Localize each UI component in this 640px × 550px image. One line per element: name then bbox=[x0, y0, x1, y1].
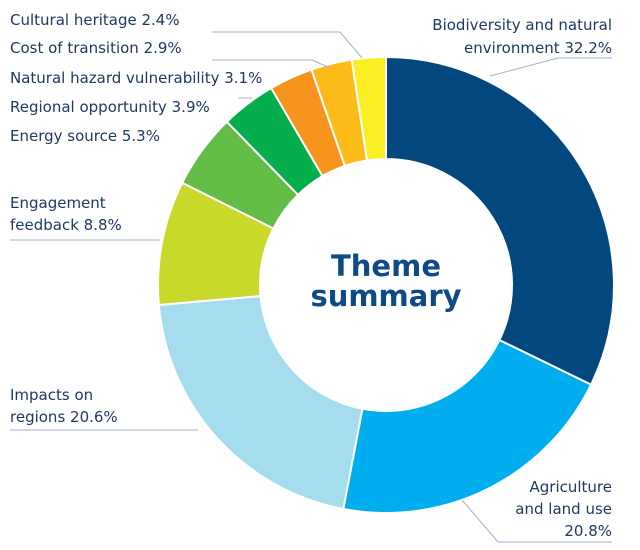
slice-label: Cost of transition 2.9% bbox=[10, 39, 182, 57]
slice-label-line: Biodiversity and natural bbox=[432, 16, 612, 34]
center-label-line-2: summary bbox=[310, 279, 461, 313]
leader-line bbox=[461, 499, 612, 543]
slice-label: Engagement feedback 8.8% bbox=[10, 194, 122, 234]
slice-label: Natural hazard vulnerability 3.1% bbox=[10, 69, 262, 87]
slice-cultural-heritage bbox=[350, 55, 387, 162]
slice-label-line: Engagement bbox=[10, 194, 106, 212]
slice-label-line: Agriculture bbox=[530, 478, 613, 496]
slice-label-line: Cultural heritage 2.4% bbox=[10, 11, 180, 29]
slice-label-line: 20.8% bbox=[564, 522, 612, 540]
slice-label: Cultural heritage 2.4% bbox=[10, 11, 180, 29]
slice-label-line: Impacts on bbox=[10, 386, 93, 404]
slice-label-line: Regional opportunity 3.9% bbox=[10, 98, 210, 116]
center-label-line-1: Theme bbox=[331, 249, 441, 283]
slice-label-line: Cost of transition 2.9% bbox=[10, 39, 182, 57]
leader-line bbox=[489, 57, 612, 77]
slice-label-line: regions 20.6% bbox=[10, 408, 118, 426]
slice-label: Energy source 5.3% bbox=[10, 127, 160, 145]
slice-label-line: feedback 8.8% bbox=[10, 216, 122, 234]
slice-label: Regional opportunity 3.9% bbox=[10, 98, 210, 116]
slice-biodiversity-and-natural-environment bbox=[385, 55, 615, 386]
slice-label-line: and land use bbox=[515, 500, 612, 518]
slice-label: Agriculture and land use 20.8% bbox=[515, 478, 612, 540]
slice-label: Biodiversity and natural environment 32.2… bbox=[432, 16, 612, 57]
slice-impacts-on-regions bbox=[157, 294, 364, 511]
slice-label-line: Natural hazard vulnerability 3.1% bbox=[10, 69, 262, 87]
slice-label-line: environment 32.2% bbox=[464, 39, 612, 57]
leader-line bbox=[212, 59, 331, 69]
slice-label-line: Energy source 5.3% bbox=[10, 127, 160, 145]
slice-agriculture-and-land-use bbox=[342, 338, 593, 514]
slice-label: Impacts on regions 20.6% bbox=[10, 386, 118, 426]
leader-line bbox=[212, 31, 363, 59]
